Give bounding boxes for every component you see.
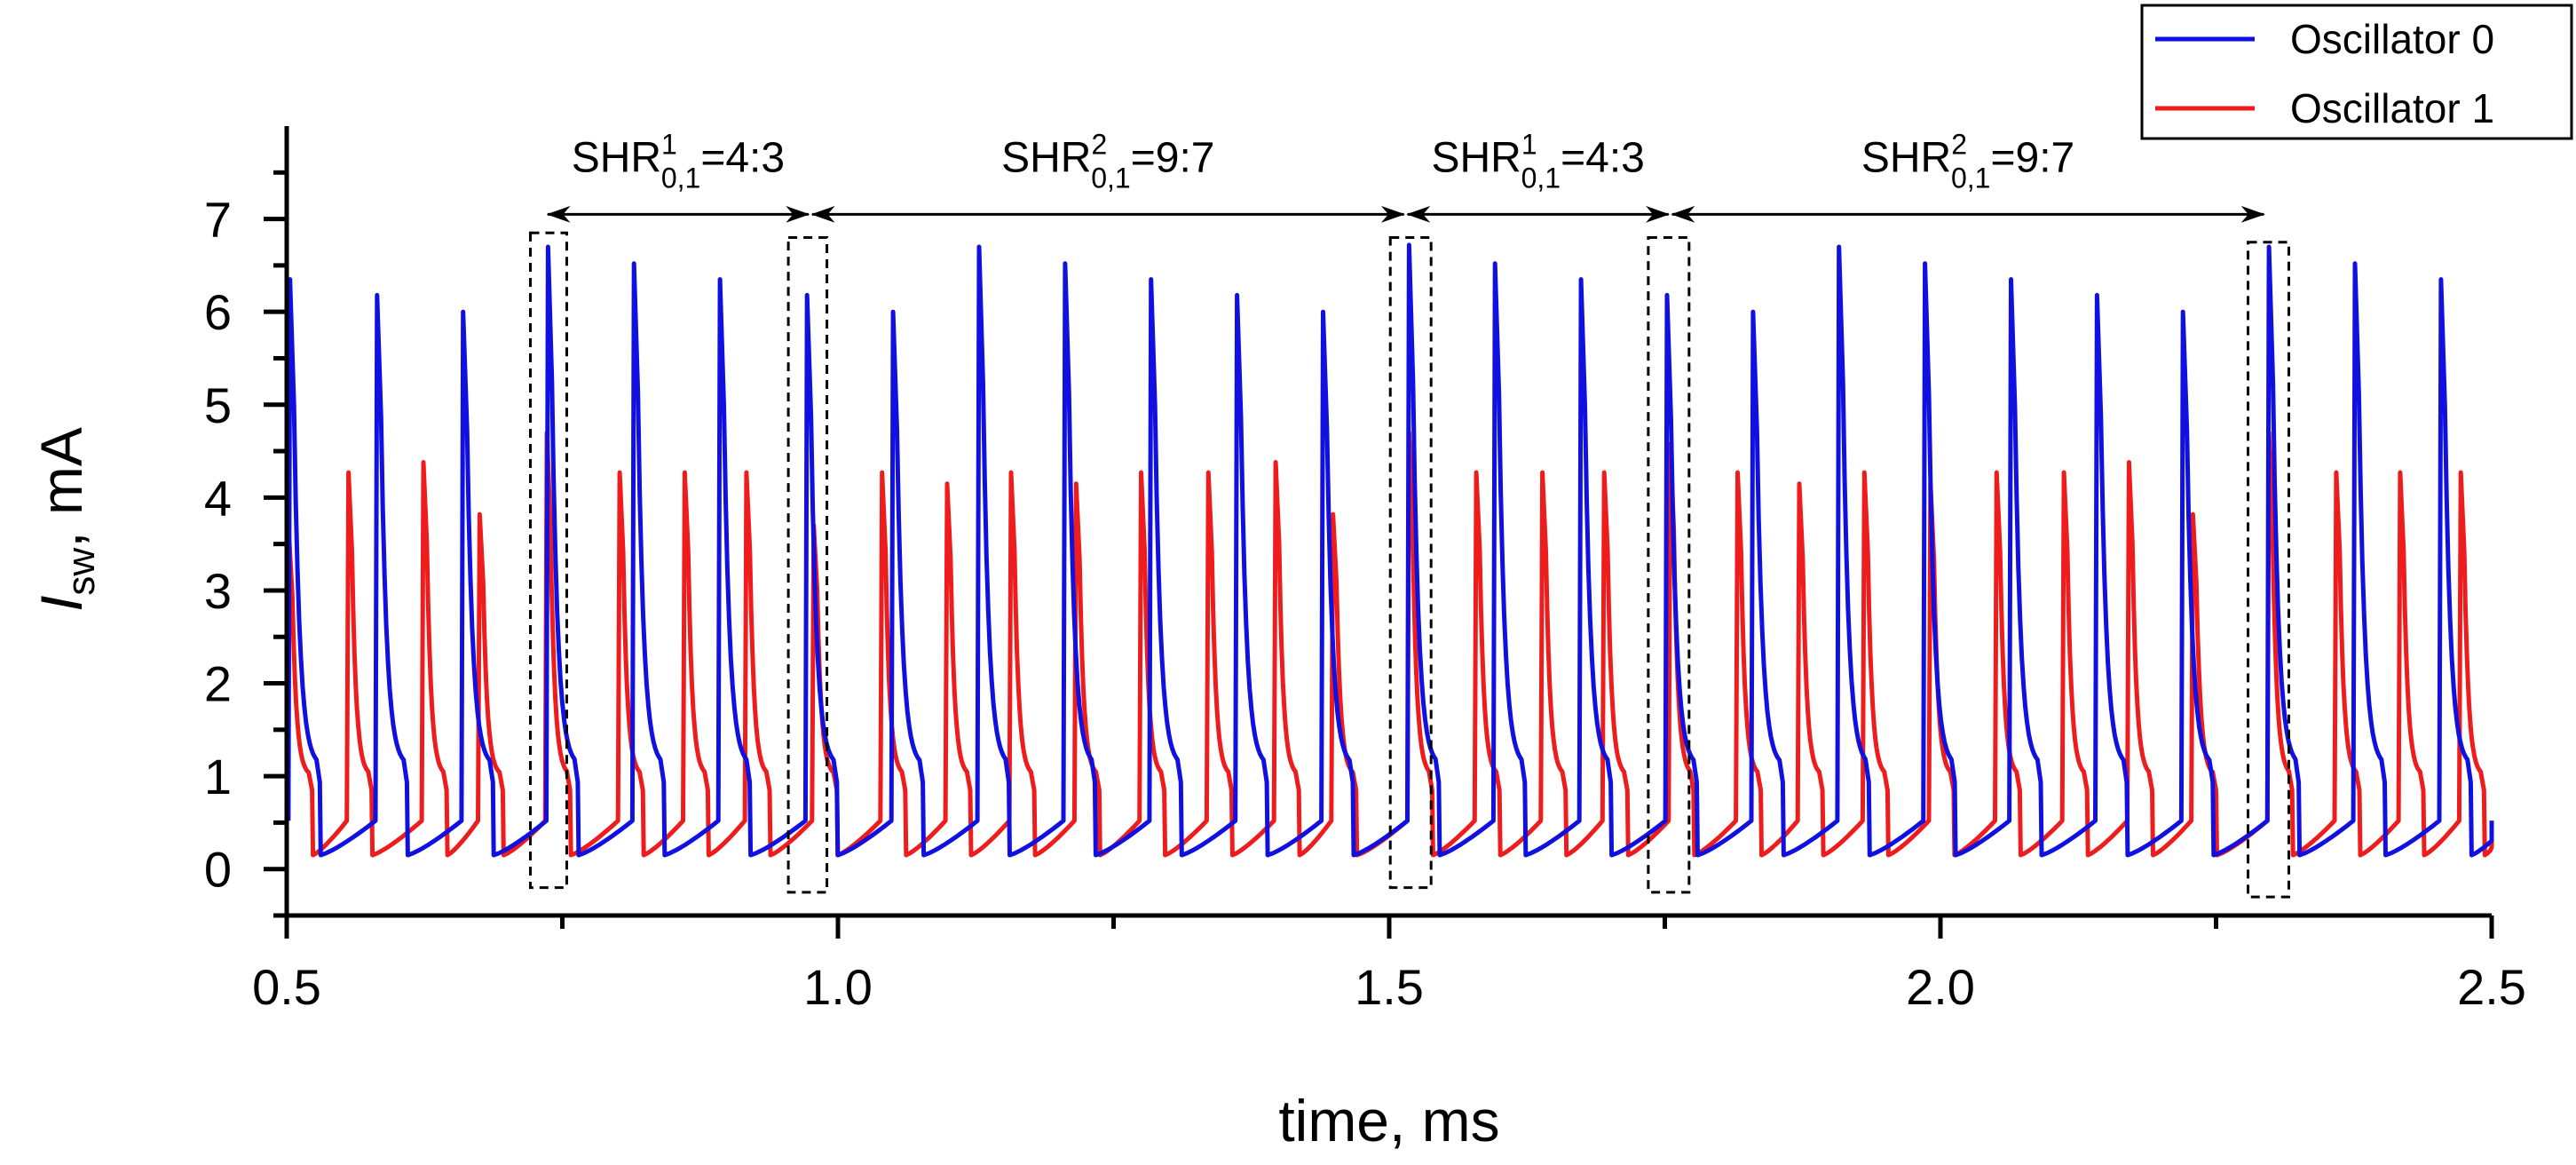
annotations: SHR1 0,1=4:3 SHR2 0,1=9:7 SHR1 0,1=4:3 SHR2 0,1…: [546, 128, 2265, 223]
plot-area: [285, 242, 2494, 858]
ratio-label-2: SHR1 0,1=4:3: [1431, 128, 1644, 194]
y-tick-label: 2: [204, 656, 232, 712]
y-axis-title-sub: sw: [59, 548, 103, 596]
dashed-box-1: [786, 236, 829, 894]
dashed-box-3: [1647, 236, 1691, 894]
y-tick-label: 5: [204, 377, 232, 433]
tick-marks: 0.5 1.0 1.5 2.0 2.5 0 1 2 3 4 5 6 7: [204, 170, 2526, 1015]
y-tick-label: 1: [204, 749, 232, 804]
dashed-box-4: [2247, 241, 2290, 899]
y-axis-title-unit: , mA: [28, 427, 94, 548]
x-tick-label: 2.5: [2457, 959, 2526, 1015]
y-tick-label: 3: [204, 563, 232, 619]
y-tick-label: 4: [204, 470, 232, 526]
legend-label-osc0: Oscillator 0: [2290, 16, 2494, 62]
y-tick-label: 0: [204, 842, 232, 898]
x-tick-label: 1.0: [803, 959, 873, 1015]
x-tick-label: 0.5: [252, 959, 321, 1015]
dashed-box-0: [528, 231, 568, 890]
x-tick-label: 1.5: [1355, 959, 1424, 1015]
y-axis-title: Isw, mA: [28, 427, 103, 612]
y-tick-label: 7: [204, 192, 232, 248]
legend-box: [2140, 4, 2573, 140]
ratio-label-3: SHR2 0,1=9:7: [1861, 128, 2074, 194]
y-axis-title-main: I: [28, 596, 94, 612]
x-axis-title: time, ms: [1278, 1088, 1499, 1153]
ratio-label-1: SHR2 0,1=9:7: [1001, 128, 1214, 194]
y-tick-label: 6: [204, 284, 232, 340]
legend: Oscillator 0 Oscillator 1: [2140, 4, 2573, 140]
x-tick-label: 2.0: [1906, 959, 1975, 1015]
ratio-label-0: SHR1 0,1=4:3: [572, 128, 785, 194]
series-line-oscillator-0: [286, 242, 2494, 858]
legend-label-osc1: Oscillator 1: [2290, 85, 2494, 131]
dashed-highlight-boxes: [528, 231, 2290, 899]
dashed-box-2: [1388, 236, 1433, 890]
